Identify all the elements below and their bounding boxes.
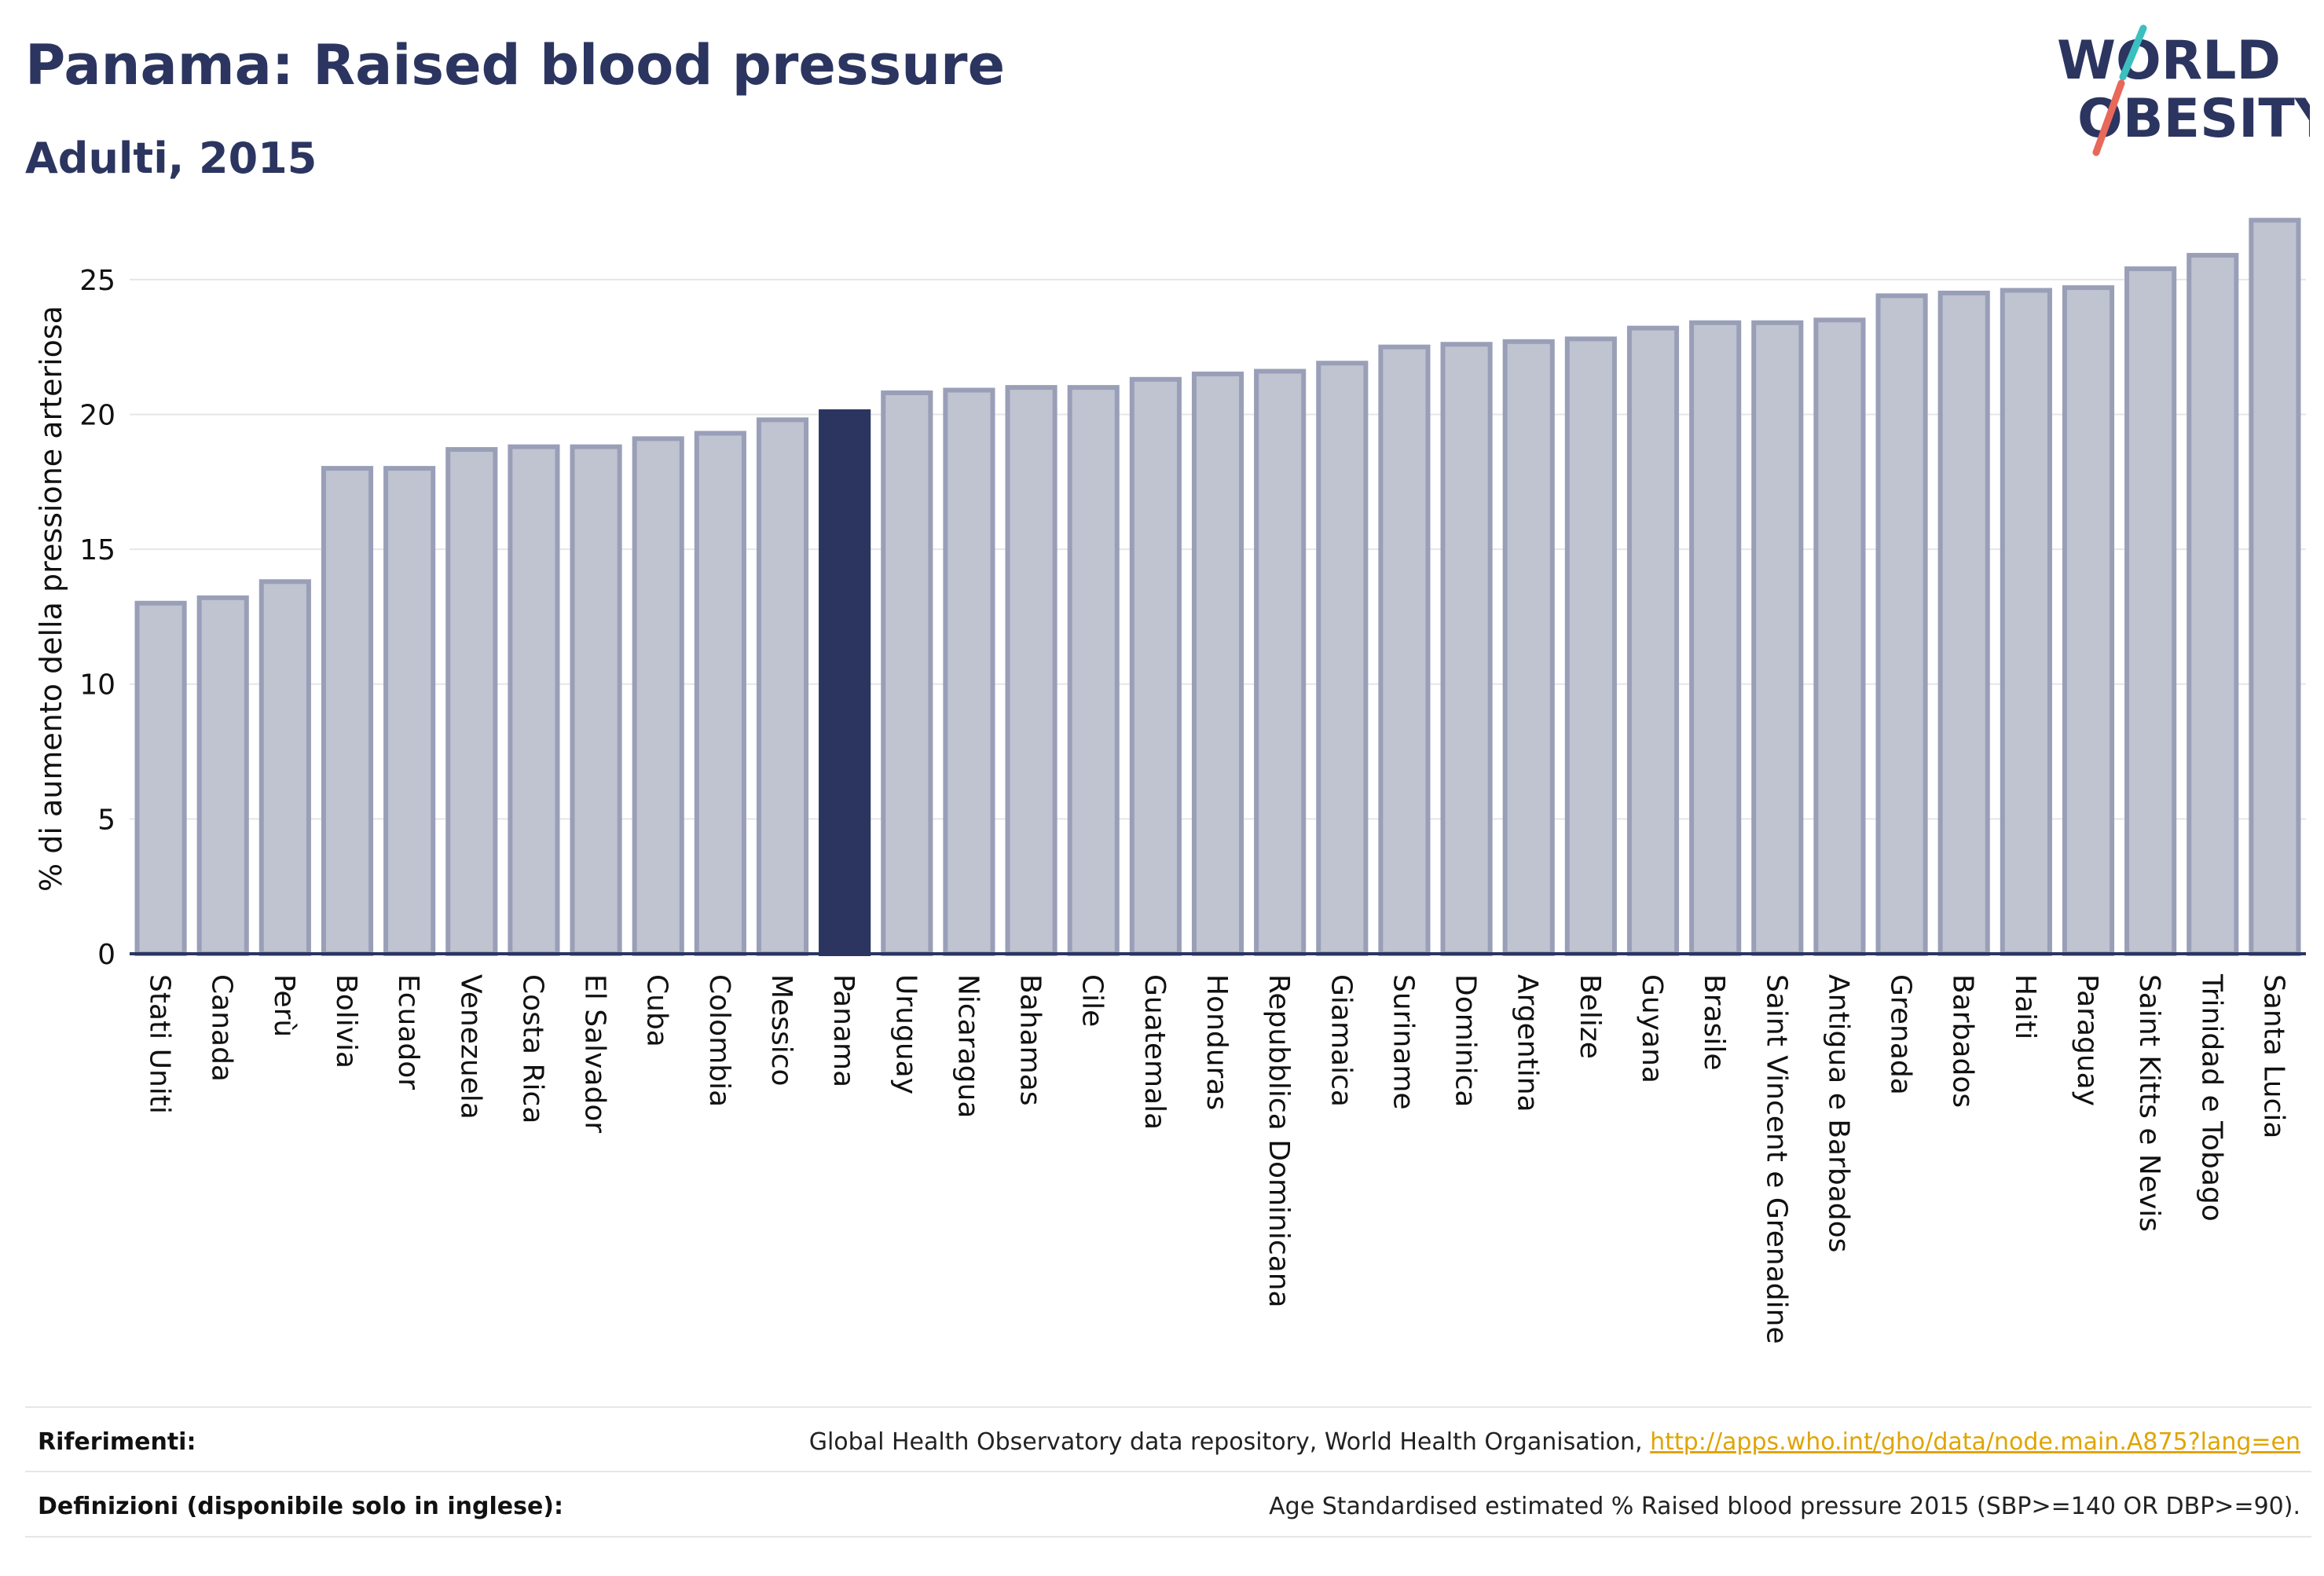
bar — [2187, 252, 2239, 956]
bar — [1067, 385, 1120, 956]
definitions-text: Age Standardised estimated % Raised bloo… — [1269, 1493, 2300, 1520]
bar — [321, 466, 374, 956]
x-tick-label: Paraguay — [2071, 974, 2103, 1106]
references-label: Riferimenti: — [38, 1428, 196, 1456]
bar — [2062, 285, 2115, 956]
x-tick-label: Suriname — [1387, 974, 1419, 1110]
x-tick-label: Nicaragua — [951, 974, 984, 1118]
bar — [570, 444, 622, 956]
bar — [1564, 336, 1617, 956]
references-text: Global Health Observatory data repositor… — [808, 1428, 1643, 1456]
bar — [632, 436, 684, 956]
x-tick-label: Argentina — [1512, 974, 1544, 1112]
x-tick-label: Bolivia — [330, 974, 362, 1068]
x-tick-label: Uruguay — [889, 974, 922, 1094]
x-tick-label: Saint Kitts e Nevis — [2133, 974, 2165, 1232]
x-tick-label: Honduras — [1200, 974, 1233, 1110]
bar — [1937, 290, 1990, 956]
page-title: Panama: Raised blood pressure — [25, 33, 1006, 97]
x-tick-label: Perù — [268, 974, 300, 1037]
bar — [383, 466, 436, 956]
x-tick-label: Colombia — [703, 974, 735, 1107]
x-tick-label: Trinidad e Tobago — [2195, 973, 2227, 1222]
bar — [1129, 376, 1182, 956]
x-tick-label: Saint Vincent e Grenadine — [1760, 974, 1792, 1344]
bar — [1813, 317, 1866, 956]
world-obesity-logo: WORLD OBESITY — [2057, 24, 2310, 156]
bar — [881, 390, 933, 956]
x-tick-label: El Salvador — [579, 974, 611, 1133]
x-tick-label: Brasile — [1698, 974, 1730, 1070]
bar — [2000, 288, 2052, 957]
x-tick-label: Canada — [206, 974, 238, 1082]
bar — [1875, 293, 1928, 956]
x-tick-label: Cuba — [641, 974, 673, 1047]
footer-divider-bottom — [25, 1536, 2311, 1538]
bar — [2249, 218, 2301, 957]
bar — [1502, 339, 1555, 956]
bar — [2124, 266, 2177, 956]
x-tick-label: Haiti — [2009, 974, 2041, 1039]
bar — [1440, 342, 1493, 957]
references-text-block: Global Health Observatory data repositor… — [809, 1428, 2300, 1456]
bar — [756, 417, 809, 956]
bar — [1005, 385, 1058, 956]
references-link[interactable]: http://apps.who.int/gho/data/node.main.A… — [1650, 1428, 2300, 1456]
bars-layer — [134, 218, 2301, 957]
y-tick-label: 5 — [97, 804, 115, 836]
x-tick-label: Stati Uniti — [144, 974, 176, 1114]
x-tick-label: Repubblica Dominicana — [1263, 974, 1295, 1308]
x-tick-label: Antigua e Barbados — [1822, 974, 1854, 1252]
bar — [1689, 320, 1742, 956]
x-tick-label: Costa Rica — [516, 974, 548, 1123]
x-tick-label: Barbados — [1947, 974, 1979, 1108]
axis-layer: 0 5 10 15 20 25 Stati Uniti Canada Perù Bolivia Ec… — [79, 265, 2306, 1344]
x-tick-label: Panama — [827, 974, 860, 1087]
bar — [508, 444, 560, 956]
logo-slash-teal — [2119, 24, 2147, 81]
bar-chart: 0 5 10 15 20 25 Stati Uniti Canada Perù Bolivia Ec… — [34, 218, 2306, 1344]
bar — [445, 447, 498, 956]
y-tick-label: 15 — [79, 534, 115, 566]
x-tick-label: Cile — [1076, 974, 1109, 1027]
bar — [196, 595, 249, 956]
y-tick-label: 25 — [79, 265, 115, 297]
logo-line1: WORLD — [2057, 30, 2281, 92]
x-tick-label: Santa Lucia — [2257, 974, 2289, 1138]
bar — [1254, 368, 1307, 957]
footer-divider-top — [25, 1406, 2311, 1408]
x-tick-label: Dominica — [1450, 974, 1482, 1108]
y-tick-label: 20 — [79, 399, 115, 431]
x-tick-label: Guyana — [1636, 974, 1668, 1083]
footer-divider-middle — [25, 1471, 2311, 1472]
logo-slash-red — [2092, 79, 2125, 156]
bar — [694, 431, 746, 956]
x-tick-label: Guatemala — [1138, 974, 1171, 1130]
bar — [1751, 320, 1804, 956]
x-tick-label: Venezuela — [454, 974, 486, 1120]
page-subtitle: Adulti, 2015 — [25, 134, 317, 183]
x-tick-label: Giamaica — [1325, 974, 1357, 1107]
x-tick-label: Ecuador — [392, 974, 424, 1090]
bar — [943, 387, 995, 956]
y-tick-label: 10 — [79, 669, 115, 702]
x-tick-label: Bahamas — [1014, 974, 1047, 1106]
bar — [134, 600, 187, 957]
bar — [1626, 325, 1680, 956]
x-tick-label: Belize — [1574, 974, 1606, 1059]
definitions-label: Definizioni (disponibile solo in inglese… — [38, 1493, 563, 1520]
y-tick-label: 0 — [97, 939, 115, 971]
bar — [258, 579, 311, 956]
x-tick-label: Grenada — [1885, 974, 1917, 1095]
bar — [1191, 371, 1244, 956]
bar — [819, 409, 871, 956]
y-axis-label: % di aumento della pressione arteriosa — [34, 306, 68, 892]
bar — [1378, 344, 1431, 956]
x-tick-label: Messico — [765, 974, 797, 1087]
bar — [1316, 361, 1369, 956]
